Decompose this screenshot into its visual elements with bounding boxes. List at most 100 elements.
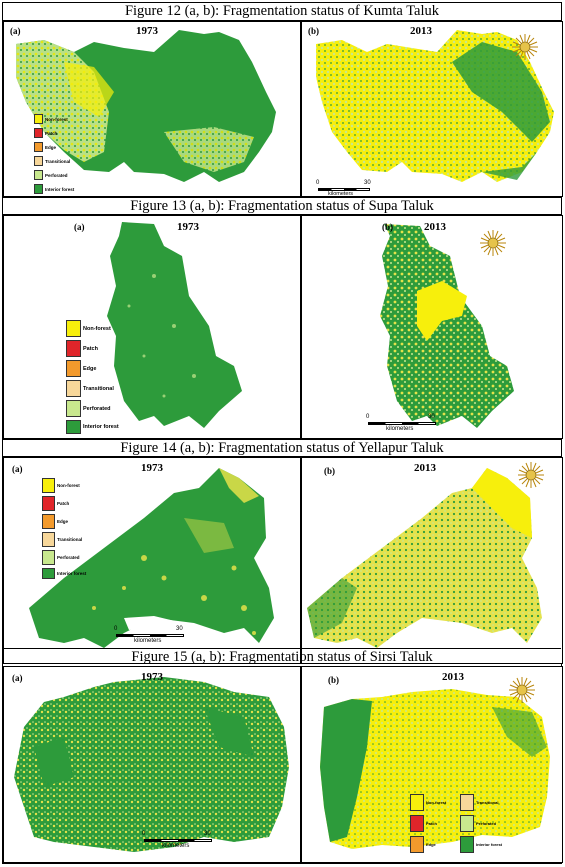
panel-label: (a) bbox=[10, 26, 21, 36]
map-legend: Non-forest Patch Edge Transitional Perfo… bbox=[34, 114, 94, 194]
legend-label: Perforated bbox=[476, 821, 497, 826]
legend-swatch-patch bbox=[34, 128, 43, 138]
legend-label: Non-forest bbox=[83, 325, 111, 332]
panel-label: (b) bbox=[382, 222, 393, 232]
legend-swatch-transitional bbox=[34, 156, 43, 166]
panel-year: 1973 bbox=[136, 25, 158, 37]
figure-14a-panel: (a) 1973 Non-forest Patch Edge Transitio… bbox=[3, 457, 301, 664]
panel-label: (a) bbox=[12, 464, 23, 474]
panel-label: (b) bbox=[324, 466, 335, 476]
sirsi-2013-map bbox=[320, 689, 550, 849]
legend-swatch-non-forest bbox=[66, 320, 81, 337]
kumta-1973-map bbox=[16, 30, 276, 182]
legend-label: Edge bbox=[45, 144, 57, 150]
legend-swatch-perforated bbox=[42, 550, 55, 565]
legend-swatch-patch bbox=[42, 496, 55, 511]
legend-swatch-patch bbox=[66, 340, 81, 357]
scale-unit: kilometers bbox=[386, 426, 414, 432]
legend-swatch-interior-forest bbox=[34, 184, 43, 194]
legend-label: Patch bbox=[45, 130, 58, 136]
panel-year: 2013 bbox=[414, 462, 436, 474]
panel-year: 2013 bbox=[410, 25, 432, 37]
panel-label: (a) bbox=[12, 673, 23, 683]
legend-swatch-transitional bbox=[66, 380, 81, 397]
map-legend: Non-forest Patch Edge Transitional Perfo… bbox=[410, 794, 520, 860]
figure-15a-panel: (a) 1973 0 30 kilometers bbox=[3, 666, 301, 863]
legend-label: Transitional bbox=[57, 537, 83, 542]
legend-swatch-perforated bbox=[66, 400, 81, 417]
legend-label: Transitional bbox=[45, 158, 71, 164]
map-legend: Non-forest Patch Edge Transitional Perfo… bbox=[66, 320, 136, 435]
figure-15b-panel: (b) 2013 Non-forest Patch Edge Transitio… bbox=[301, 666, 563, 863]
panel-year: 2013 bbox=[442, 671, 464, 683]
scale-unit: kilometers bbox=[162, 843, 190, 849]
north-arrow-icon bbox=[480, 230, 506, 256]
legend-swatch-non-forest bbox=[34, 114, 43, 124]
legend-swatch-interior-forest bbox=[42, 568, 55, 579]
legend-swatch-transitional bbox=[42, 532, 55, 547]
panel-year: 1973 bbox=[141, 462, 163, 474]
figure-12a-panel: (a) 1973 Non-forest Patch Edge Transitio… bbox=[3, 21, 301, 197]
legend-label: Patch bbox=[426, 821, 437, 826]
legend-label: Non-forest bbox=[426, 800, 447, 805]
scale-zero: 0 bbox=[142, 831, 146, 837]
figure-13-caption: Figure 13 (a, b): Fragmentation status o… bbox=[3, 197, 561, 215]
panel-label: (b) bbox=[308, 26, 319, 36]
legend-label: Perforated bbox=[83, 405, 111, 412]
kumta-2013-map bbox=[316, 30, 554, 182]
scale-unit: kilometers bbox=[328, 191, 354, 197]
yellapur-2013-map bbox=[307, 468, 542, 648]
legend-swatch-perforated bbox=[34, 170, 43, 180]
legend-label: Non-forest bbox=[57, 483, 80, 488]
panel-label: (a) bbox=[74, 222, 85, 232]
figure-12b-panel: (b) 2013 0 30 kilometers bbox=[301, 21, 563, 197]
north-arrow-icon bbox=[512, 34, 538, 60]
legend-swatch-transitional bbox=[460, 794, 474, 811]
legend-label: Interior forest bbox=[83, 424, 119, 430]
legend-label: Edge bbox=[426, 842, 436, 847]
legend-swatch-non-forest bbox=[42, 478, 55, 493]
north-arrow-icon bbox=[509, 677, 535, 703]
legend-label: Edge bbox=[57, 519, 69, 524]
scale-unit: kilometers bbox=[134, 638, 162, 644]
legend-swatch-interior-forest bbox=[66, 420, 81, 434]
scale-bar: 0 30 kilometers bbox=[114, 626, 189, 646]
legend-swatch-edge bbox=[66, 360, 81, 377]
scale-max: 30 bbox=[204, 831, 211, 837]
scale-zero: 0 bbox=[366, 414, 370, 420]
scale-max: 30 bbox=[176, 626, 183, 632]
legend-label: Perforated bbox=[45, 172, 68, 178]
figure-14b-panel: (b) 2013 bbox=[301, 457, 563, 664]
legend-swatch-perforated bbox=[460, 815, 474, 832]
figure-13b-panel: (b) 2013 0 30 kilometers bbox=[301, 215, 563, 439]
scale-max: 30 bbox=[364, 180, 371, 186]
legend-label: Non-forest bbox=[45, 116, 68, 122]
panel-year: 1973 bbox=[177, 221, 199, 233]
scale-zero: 0 bbox=[316, 180, 320, 186]
legend-label: Perforated bbox=[57, 555, 80, 560]
legend-swatch-edge bbox=[410, 836, 424, 853]
legend-swatch-interior-forest bbox=[460, 836, 474, 853]
legend-swatch-edge bbox=[34, 142, 43, 152]
scale-bar: 0 30 kilometers bbox=[142, 831, 217, 851]
scale-zero: 0 bbox=[114, 626, 118, 632]
supa-2013-map bbox=[380, 224, 514, 428]
legend-swatch-edge bbox=[42, 514, 55, 529]
legend-label: Interior forest bbox=[57, 571, 87, 576]
legend-label: Patch bbox=[83, 345, 98, 352]
scale-bar: 0 30 kilometers bbox=[316, 180, 376, 196]
panel-year: 2013 bbox=[424, 221, 446, 233]
legend-label: Transitional bbox=[476, 800, 499, 805]
legend-label: Interior forest bbox=[476, 842, 503, 847]
yellapur-1973-map bbox=[29, 468, 274, 648]
scale-bar: 0 30 kilometers bbox=[366, 414, 441, 434]
legend-label: Patch bbox=[57, 501, 70, 506]
panel-year: 1973 bbox=[141, 671, 163, 683]
legend-swatch-non-forest bbox=[410, 794, 424, 811]
scale-max: 30 bbox=[428, 414, 435, 420]
figure-13a-panel: (a) 1973 Non-forest Patch Edge Transitio… bbox=[3, 215, 301, 439]
sirsi-1973-map bbox=[14, 677, 289, 852]
figure-12-caption: Figure 12 (a, b): Fragmentation status o… bbox=[3, 3, 561, 21]
legend-label: Interior forest bbox=[45, 186, 75, 192]
